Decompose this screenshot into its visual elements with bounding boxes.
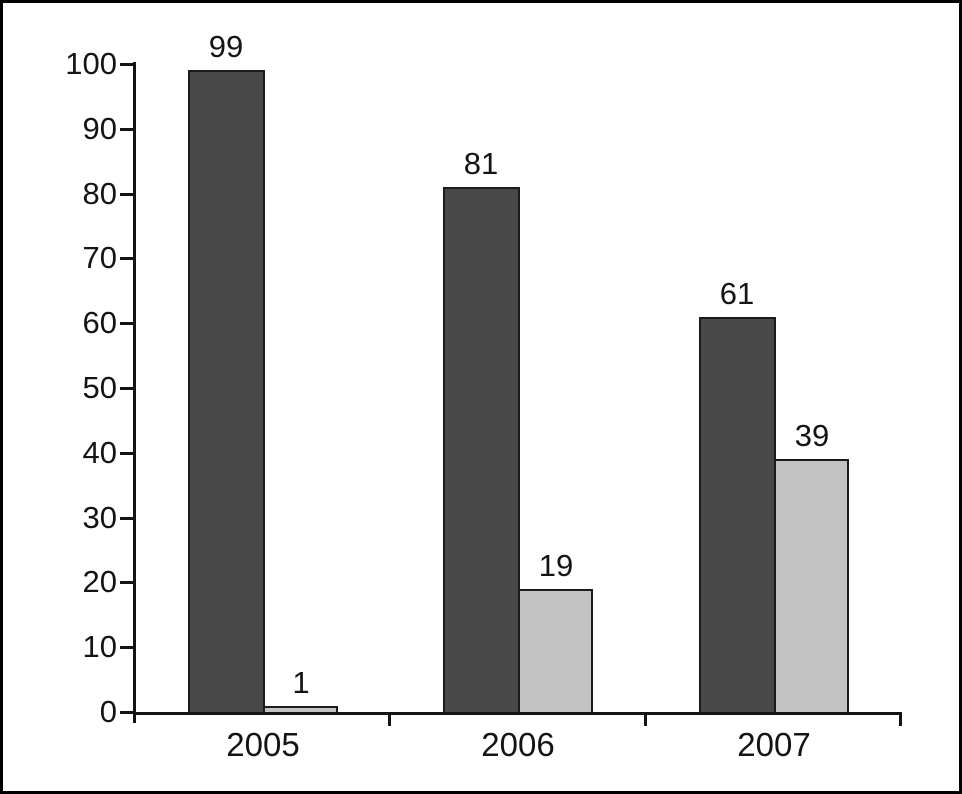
y-axis-label: 60 [82, 305, 117, 340]
bar-value-label: 61 [719, 276, 755, 311]
y-tick [120, 581, 133, 584]
y-tick [120, 711, 133, 714]
y-axis-line [133, 62, 136, 723]
y-tick [120, 387, 133, 390]
bar-value-label: 19 [538, 548, 574, 583]
y-tick [120, 193, 133, 196]
y-axis-label: 100 [65, 46, 117, 81]
y-axis-label: 30 [82, 500, 117, 535]
y-tick [120, 128, 133, 131]
y-axis-label: 20 [82, 564, 117, 599]
y-tick [120, 646, 133, 649]
bar-value-label: 99 [208, 29, 244, 64]
bar-value-label: 39 [794, 418, 830, 453]
y-axis-label: 50 [82, 370, 117, 405]
y-tick [120, 452, 133, 455]
bar-value-label: 1 [292, 665, 310, 700]
y-tick [120, 257, 133, 260]
bar-chart: 99 1 81 19 61 39 0 10 20 30 40 50 60 70 80 90 100 2005 200… [3, 3, 959, 791]
y-axis-label: 10 [82, 629, 117, 664]
x-axis-label: 2006 [481, 726, 555, 763]
y-axis-label: 90 [82, 111, 117, 146]
bar-value-label: 81 [463, 146, 499, 181]
x-tick [899, 712, 902, 726]
x-tick [644, 712, 647, 726]
bar-dark-2006 [443, 187, 520, 714]
y-axis-label: 0 [99, 694, 117, 729]
y-tick [120, 63, 133, 66]
x-axis-label: 2007 [737, 726, 811, 763]
x-tick [388, 712, 391, 726]
x-axis-label: 2005 [226, 726, 300, 763]
x-axis-line [133, 712, 902, 715]
bar-light-2006 [518, 589, 593, 714]
bar-light-2007 [774, 459, 849, 714]
y-axis-label: 40 [82, 435, 117, 470]
y-axis-label: 70 [82, 240, 117, 275]
bar-dark-2005 [188, 70, 265, 714]
y-axis-label: 80 [82, 176, 117, 211]
y-tick [120, 322, 133, 325]
bar-dark-2007 [699, 317, 776, 714]
y-tick [120, 517, 133, 520]
